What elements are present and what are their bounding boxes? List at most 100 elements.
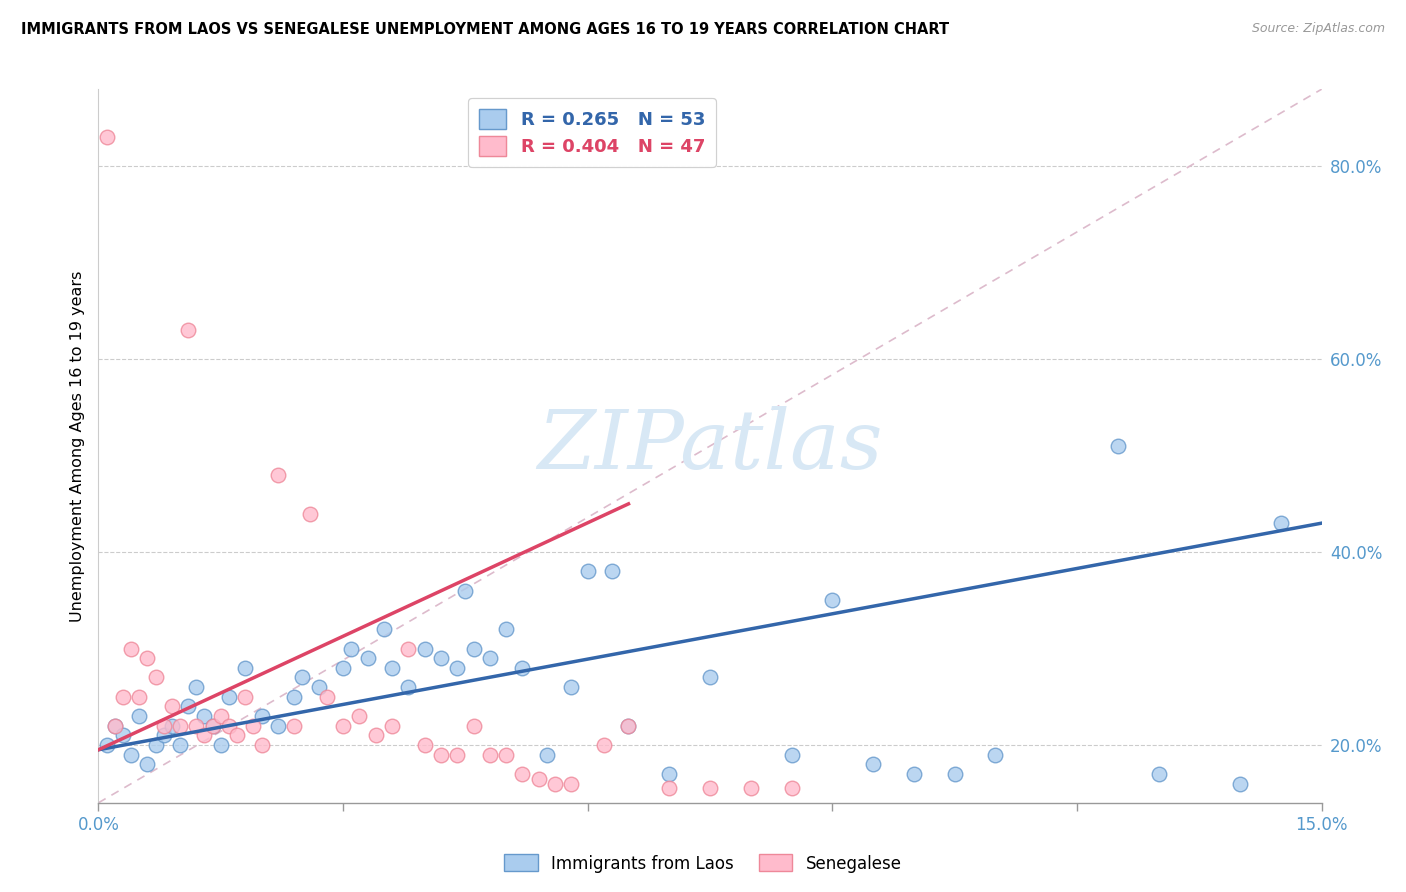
Point [364,728,387,742]
Point [356,651,378,665]
Text: IMMIGRANTS FROM LAOS VS SENEGALESE UNEMPLOYMENT AMONG AGES 16 TO 19 YEARS CORREL: IMMIGRANTS FROM LAOS VS SENEGALESE UNEMP… [21,22,949,37]
Legend: R = 0.265   N = 53, R = 0.404   N = 47: R = 0.265 N = 53, R = 0.404 N = 47 [468,98,716,167]
Point [104,719,127,733]
Point [291,670,314,684]
Point [862,757,884,772]
Point [943,767,966,781]
Point [177,699,200,714]
Point [821,834,844,848]
Point [160,699,183,714]
Point [308,680,330,694]
Point [544,776,567,790]
Point [218,690,240,704]
Point [152,728,174,742]
Point [186,680,208,694]
Point [283,719,305,733]
Point [111,728,134,742]
Point [430,651,453,665]
Point [233,690,256,704]
Point [699,781,721,796]
Point [463,719,485,733]
Point [536,747,558,762]
Point [283,690,305,704]
Point [1270,516,1292,530]
Point [242,719,264,733]
Point [169,719,191,733]
Point [201,719,224,733]
Point [136,651,159,665]
Point [560,680,582,694]
Point [128,709,150,723]
Point [169,738,191,752]
Point [463,641,485,656]
Point [560,776,582,790]
Text: Source: ZipAtlas.com: Source: ZipAtlas.com [1251,22,1385,36]
Point [658,781,681,796]
Point [120,747,142,762]
Point [373,622,395,636]
Point [495,747,517,762]
Point [1229,776,1251,790]
Point [340,641,363,656]
Point [527,772,550,786]
Point [152,719,174,733]
Point [111,690,134,704]
Point [1107,439,1129,453]
Point [903,767,925,781]
Point [576,834,599,848]
Point [201,719,224,733]
Point [209,709,232,723]
Point [984,747,1007,762]
Point [226,728,249,742]
Point [267,719,290,733]
Point [600,565,623,579]
Point [145,738,167,752]
Y-axis label: Unemployment Among Ages 16 to 19 years: Unemployment Among Ages 16 to 19 years [69,270,84,622]
Point [780,747,803,762]
Point [332,661,354,675]
Point [495,622,517,636]
Point [381,719,404,733]
Point [145,670,167,684]
Point [218,719,240,733]
Point [96,130,118,145]
Point [128,690,150,704]
Point [454,583,477,598]
Point [658,767,681,781]
Point [267,467,290,482]
Point [699,670,721,684]
Point [512,661,534,675]
Point [593,738,616,752]
Point [821,593,844,607]
Point [413,738,436,752]
Point [396,680,419,694]
Point [209,738,232,752]
Point [446,661,468,675]
Point [186,719,208,733]
Point [233,661,256,675]
Point [315,690,337,704]
Text: ZIPatlas: ZIPatlas [537,406,883,486]
Point [349,709,371,723]
Point [780,781,803,796]
Point [136,757,159,772]
Point [617,719,640,733]
Point [617,719,640,733]
Point [332,719,354,733]
Point [177,323,200,337]
Point [413,641,436,656]
Point [576,565,599,579]
Point [430,747,453,762]
Point [96,738,118,752]
Point [478,747,501,762]
Point [120,641,142,656]
Point [299,507,322,521]
Point [193,728,215,742]
Point [250,738,273,752]
Point [104,719,127,733]
Point [193,709,215,723]
Point [512,767,534,781]
Point [381,661,404,675]
Point [1147,767,1170,781]
Point [396,641,419,656]
